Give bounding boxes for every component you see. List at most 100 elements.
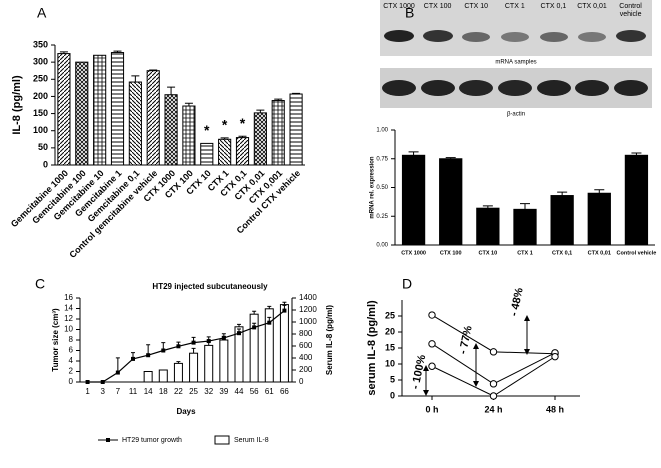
y-tick-label: 20 bbox=[385, 326, 395, 336]
error-bar bbox=[267, 305, 272, 309]
bar bbox=[401, 154, 426, 246]
y-axis-label: IL-8 (pg/ml) bbox=[11, 75, 23, 135]
x-tick-label: 25 bbox=[189, 387, 198, 396]
annotation: * bbox=[222, 117, 228, 133]
y-tick-label: 10 bbox=[64, 325, 73, 334]
error-bar bbox=[482, 205, 493, 209]
line bbox=[87, 310, 285, 383]
marker bbox=[85, 380, 90, 384]
bar bbox=[271, 100, 285, 166]
error-bar bbox=[557, 191, 568, 196]
error-bar bbox=[594, 189, 605, 194]
bar bbox=[189, 352, 199, 383]
y-tick-label: 0.50 bbox=[376, 185, 388, 191]
x-tick-label: CTX 0,01 bbox=[588, 250, 611, 256]
y-tick-label: 6 bbox=[69, 346, 74, 355]
y-tick-label: 600 bbox=[299, 341, 313, 350]
error-bar bbox=[292, 92, 301, 95]
marker bbox=[100, 380, 105, 384]
x-tick-label: 18 bbox=[159, 387, 168, 396]
lane-label: CTX 10 bbox=[464, 3, 489, 10]
lane-label: Control vehicle bbox=[619, 3, 642, 18]
x-tick-label: CTX 100 bbox=[440, 250, 462, 256]
bar bbox=[146, 70, 160, 166]
panel-letter: C bbox=[35, 276, 45, 292]
bar bbox=[204, 344, 214, 383]
y-tick-label: 800 bbox=[299, 329, 313, 338]
y-tick-label: 300 bbox=[33, 57, 48, 67]
y-tick-label: 15 bbox=[385, 342, 395, 352]
bar bbox=[476, 207, 500, 246]
y-tick-label: 0.00 bbox=[376, 243, 388, 249]
y-tick-label: 5 bbox=[390, 374, 395, 384]
marker bbox=[551, 352, 559, 361]
legend-label: Serum IL-8 bbox=[234, 437, 269, 444]
y-axis-label: Tumor size (cm³) bbox=[51, 308, 60, 372]
marker bbox=[206, 339, 211, 344]
y-tick-label: 200 bbox=[33, 91, 48, 101]
x-tick-label: 1 bbox=[85, 387, 90, 396]
marker bbox=[237, 331, 241, 336]
x-tick-label: 56 bbox=[250, 387, 259, 396]
y-tick-label: 150 bbox=[33, 108, 48, 118]
error-bar bbox=[282, 301, 287, 305]
x-tick-label: 39 bbox=[219, 387, 228, 396]
marker bbox=[252, 325, 257, 330]
bar bbox=[235, 137, 250, 166]
marker bbox=[489, 392, 498, 400]
error-bar bbox=[191, 347, 196, 354]
blot-bands bbox=[382, 30, 648, 96]
y-tick-label: 1.00 bbox=[376, 128, 388, 134]
bar bbox=[158, 369, 168, 383]
y-tick-label: 0 bbox=[69, 377, 74, 386]
y-tick-label: 25 bbox=[385, 310, 395, 320]
bar bbox=[57, 53, 71, 166]
error-bar bbox=[59, 51, 68, 54]
x-tick-label: 22 bbox=[174, 387, 183, 396]
x-axis-label: Days bbox=[176, 407, 196, 416]
annotation: - 77% bbox=[457, 324, 475, 355]
lane-label: CTX 100 bbox=[423, 3, 452, 10]
y-axis-label: serum IL-8 (pg/ml) bbox=[366, 300, 378, 396]
bar bbox=[173, 362, 183, 383]
panel-letter: B bbox=[405, 5, 414, 21]
x-tick-label: 66 bbox=[280, 387, 289, 396]
bar bbox=[550, 195, 574, 246]
x-tick-label: 44 bbox=[235, 387, 244, 396]
marker bbox=[176, 344, 181, 349]
x-tick-label: 61 bbox=[265, 387, 274, 396]
line bbox=[431, 314, 556, 355]
marker bbox=[428, 362, 436, 370]
x-tick-label: 14 bbox=[144, 387, 153, 396]
error-bar bbox=[520, 203, 530, 210]
error-bar bbox=[445, 157, 456, 159]
x-tick-label: 3 bbox=[100, 387, 105, 396]
marker bbox=[489, 348, 498, 356]
bar bbox=[164, 94, 178, 166]
marker bbox=[489, 380, 498, 388]
x-tick-label: 32 bbox=[204, 387, 213, 396]
bar bbox=[587, 192, 611, 246]
panel-letter: A bbox=[37, 5, 47, 21]
error-bar bbox=[631, 152, 642, 156]
error-bar bbox=[184, 102, 193, 107]
error-bar bbox=[176, 361, 181, 364]
y-tick-label: 200 bbox=[299, 365, 313, 374]
y-tick-label: 250 bbox=[33, 74, 48, 84]
y-tick-label: 1000 bbox=[299, 317, 317, 326]
bar bbox=[182, 105, 196, 166]
bar bbox=[624, 154, 649, 246]
marker bbox=[282, 308, 287, 313]
bar bbox=[75, 61, 89, 166]
error-bar bbox=[408, 151, 419, 156]
x-tick-label: CTX 1000 bbox=[401, 250, 426, 256]
lane-label: CTX 0,01 bbox=[577, 3, 607, 10]
y-tick-label: 1400 bbox=[299, 293, 317, 302]
error-bar bbox=[167, 86, 176, 95]
bar bbox=[253, 112, 267, 166]
error-bar bbox=[149, 69, 158, 71]
x-tick-label: 48 h bbox=[546, 404, 564, 414]
y-axis-label: mRNA rel. expression bbox=[370, 156, 376, 218]
x-tick-label: CTX 0,1 bbox=[552, 250, 572, 256]
marker bbox=[191, 340, 196, 345]
